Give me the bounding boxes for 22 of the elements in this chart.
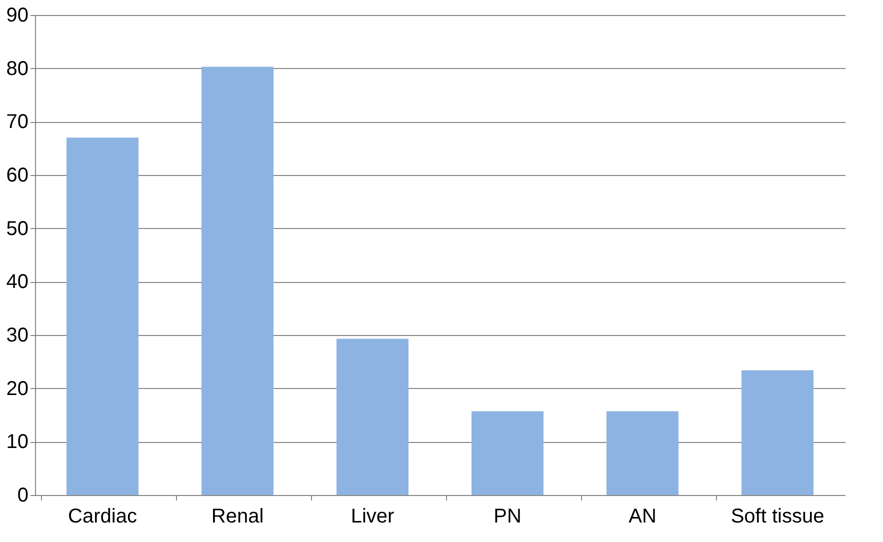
y-tick-label: 30 [6,324,28,346]
y-tick-label: 10 [6,431,28,454]
bar [606,411,678,495]
x-tick-label: Cardiac [68,506,137,528]
y-tick-label: 0 [17,484,28,506]
y-tick-label: 70 [6,111,28,134]
x-tick-label: PN [494,506,522,528]
x-tick-label: Renal [211,506,264,528]
bar [336,338,408,495]
bar [202,66,274,495]
bar [742,370,814,495]
y-tick-label: 80 [6,58,28,80]
x-tick-label: Soft tissue [730,506,824,528]
y-tick-label: 20 [6,378,28,400]
x-tick-label: Liver [350,506,395,528]
y-tick-label: 90 [6,4,28,26]
y-tick-label: 40 [6,271,28,294]
bar [66,138,138,495]
y-tick-label: 50 [6,218,28,240]
bar [472,411,544,495]
y-tick-label: 60 [6,164,28,186]
x-tick-label: AN [628,506,656,528]
